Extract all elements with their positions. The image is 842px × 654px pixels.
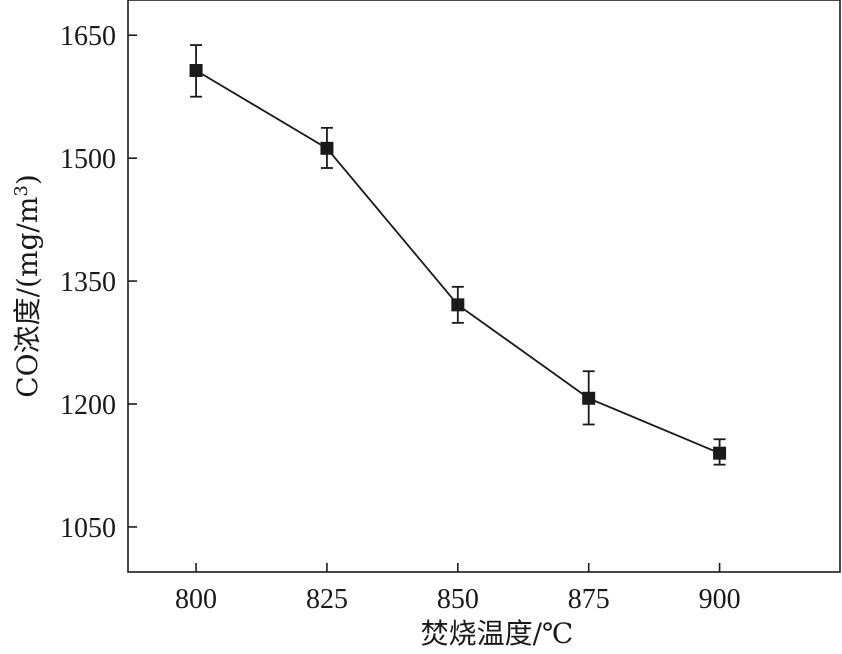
x-axis-title: 焚烧温度/℃ bbox=[421, 617, 574, 650]
y-tick-label: 1650 bbox=[60, 21, 116, 52]
data-point bbox=[582, 391, 596, 405]
x-tick-label: 900 bbox=[699, 584, 741, 615]
y-tick-label: 1500 bbox=[60, 144, 116, 175]
x-tick-label: 800 bbox=[175, 584, 217, 615]
data-series bbox=[189, 44, 727, 466]
y-axis-title: CO浓度/(mg/m3) bbox=[11, 174, 44, 398]
y-axis-title-superscript: 3 bbox=[11, 185, 32, 196]
y-axis-title-main: CO浓度/(mg/m bbox=[11, 197, 44, 398]
data-point bbox=[320, 141, 334, 155]
data-point bbox=[189, 63, 203, 77]
x-tick-label: 875 bbox=[568, 584, 610, 615]
data-point bbox=[451, 298, 465, 312]
y-axis-ticks: 1050 1200 1350 1500 1650 bbox=[60, 21, 137, 544]
y-axis-title-close: ) bbox=[11, 174, 44, 185]
y-tick-label: 1350 bbox=[60, 267, 116, 298]
y-tick-label: 1200 bbox=[60, 390, 116, 421]
series-line bbox=[195, 69, 720, 455]
x-tick-label: 850 bbox=[437, 584, 479, 615]
x-tick-label: 825 bbox=[306, 584, 348, 615]
data-point bbox=[713, 446, 727, 460]
y-tick-label: 1050 bbox=[60, 513, 116, 544]
plot-frame bbox=[127, 0, 841, 573]
x-axis-ticks: 800 825 850 875 900 bbox=[175, 563, 741, 615]
